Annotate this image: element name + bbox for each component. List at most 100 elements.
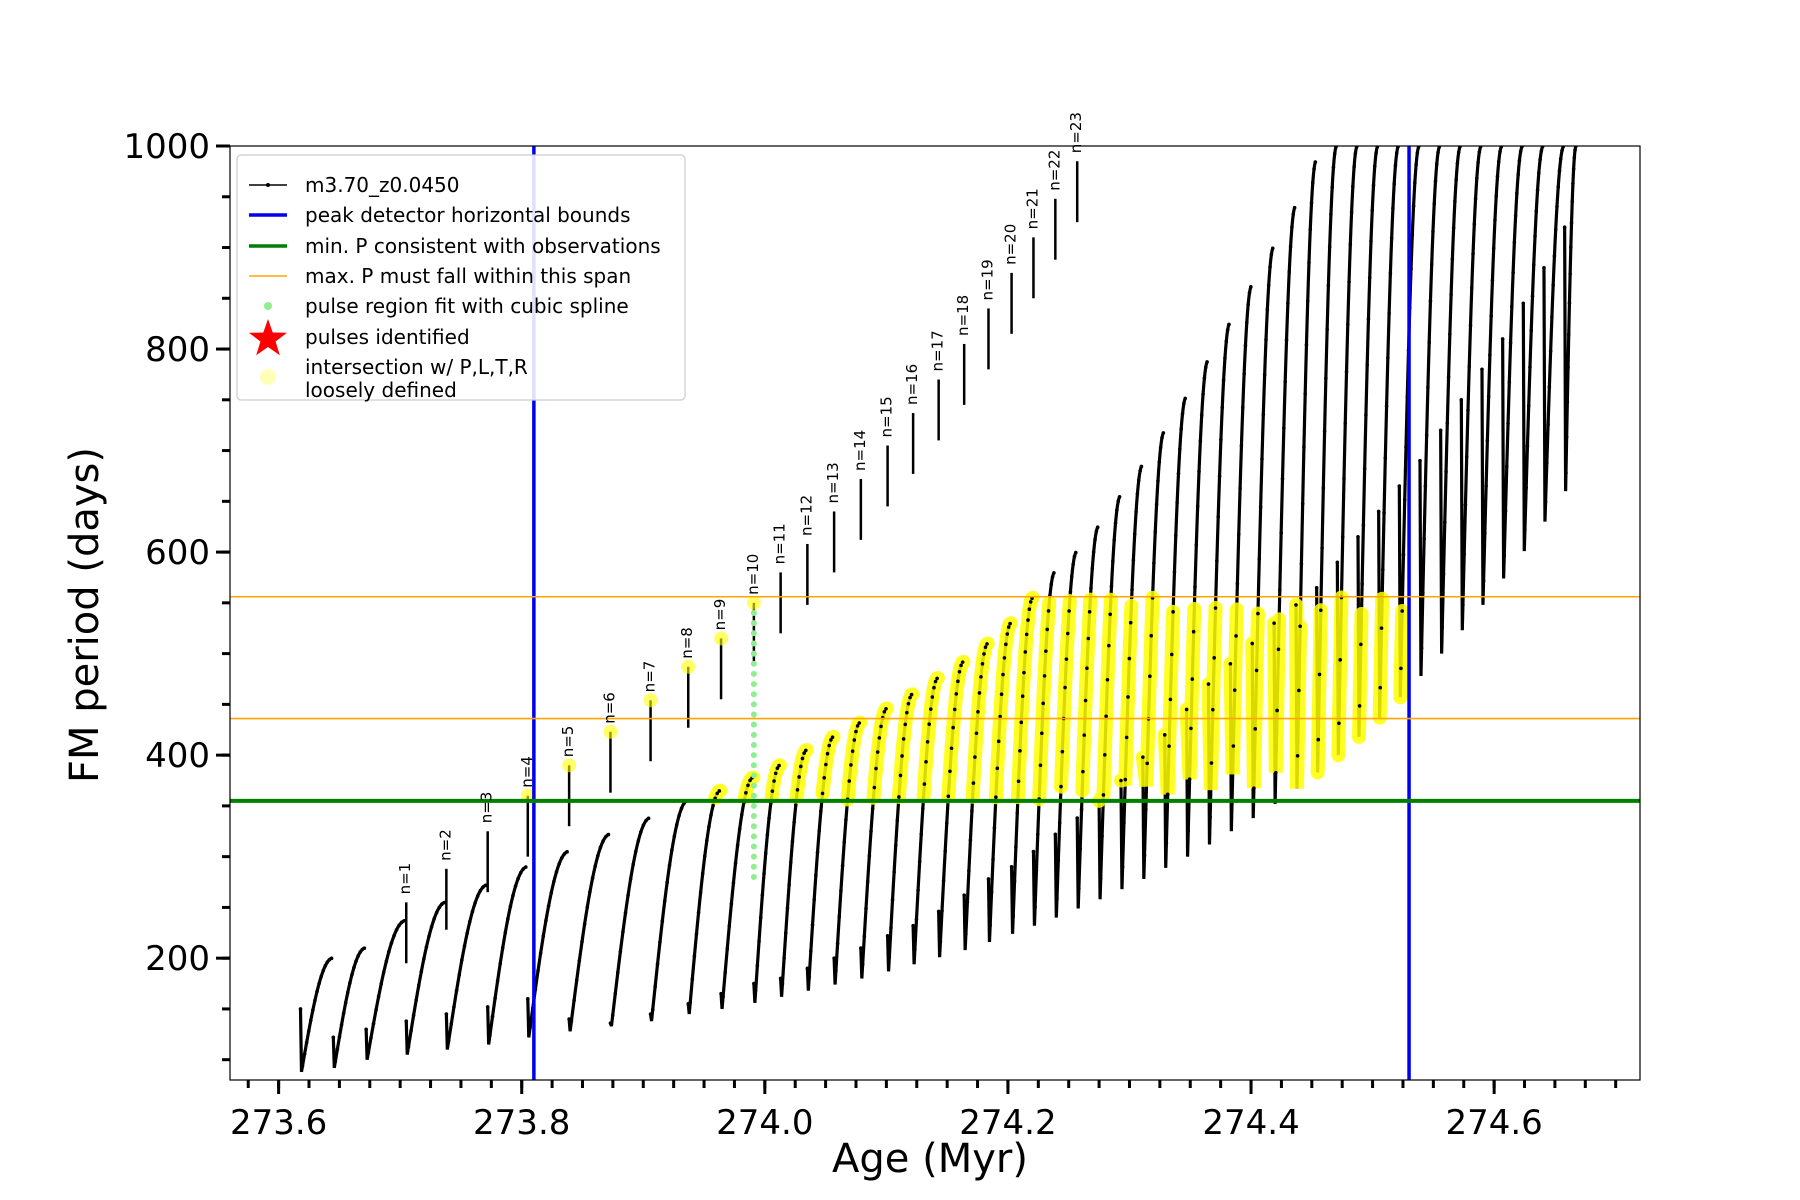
series-point [374,1008,378,1012]
series-point [1433,179,1438,183]
series-point [1245,320,1249,325]
series-point [688,1000,693,1005]
series-point [1537,171,1541,175]
series-point [1008,621,1012,626]
series-point [677,813,681,818]
series-point [1310,180,1315,185]
series-point [847,779,852,783]
x-tick-label: 274.6 [1445,1103,1542,1143]
series-point [1511,270,1515,275]
series-point [518,871,523,875]
intersection-highlight [1054,594,1077,794]
series-point [917,859,922,864]
series-point [1476,160,1480,165]
series-point [748,778,752,783]
series-point [895,818,900,823]
legend-label: max. P must fall within this span [305,264,631,288]
series-point [1569,245,1573,249]
series-point [991,857,995,862]
series-point [321,968,326,973]
series-point [1327,245,1332,249]
series-point [1331,165,1336,170]
series-point [1545,461,1549,465]
series-point [930,695,935,699]
series-point [603,834,608,839]
series-point [1572,155,1577,160]
series-point [1369,239,1373,244]
series-point [1410,233,1415,237]
series-point [1075,816,1080,820]
series-point [1364,413,1368,417]
series-point [1401,552,1406,557]
pulse-label: n=22 [1045,150,1063,191]
series-point [315,989,319,994]
series-point [1033,905,1037,909]
series-point [1130,587,1134,592]
series-point [1518,149,1523,154]
series-point [1524,485,1528,490]
spline-point [750,721,757,728]
series-point [1044,649,1048,653]
series-point [1494,194,1499,198]
series-point [1144,807,1148,811]
series-point [582,922,587,926]
series-point [1279,531,1283,535]
series-point [1211,707,1215,712]
series-point [1553,227,1558,232]
series-point [1091,550,1096,554]
series-point [1052,571,1056,575]
series-point [979,675,983,679]
pulse-label: n=10 [744,554,762,595]
series-point [483,883,488,888]
series-point [358,950,363,954]
x-axis-title: Age (Myr) [832,1136,1028,1182]
series-point [1485,438,1490,443]
series-point [1131,558,1136,562]
series-point [744,791,748,795]
pulse-label: n=3 [478,792,496,824]
series-point [943,849,947,854]
series-point [922,782,927,786]
series-point [1057,821,1062,825]
series-point [1040,731,1044,736]
series-point [1484,484,1488,488]
series-point [672,834,677,839]
series-pulse-curve [1480,146,1504,605]
series-point [644,818,648,823]
series-point [1507,380,1512,384]
series-point [692,954,697,959]
series-point [1223,356,1227,361]
series-point [1513,213,1518,218]
series-point [1423,484,1428,488]
series-point [798,764,803,769]
series-point [457,973,462,977]
series-point [829,738,833,742]
series-point [928,707,933,711]
series-point [1183,396,1188,401]
series-point [698,890,703,895]
series-point [1067,609,1071,613]
series-point [844,817,848,822]
series-point [1090,566,1095,571]
series-point [1337,721,1341,726]
series-point [870,806,875,811]
series-point [869,829,873,834]
series-point [1570,199,1575,204]
series-point [1300,501,1305,506]
pulse-label: n=21 [1023,188,1041,229]
series-point [932,685,936,690]
series-point [792,820,796,825]
series-point [1477,150,1482,154]
intersection-highlight [1267,612,1287,773]
axis-ticks: 273.6 273.8 274.0 274.2 274.4 274.6 200 400 600 8… [123,127,1618,1143]
series-point [1386,356,1390,360]
series-point [908,695,912,700]
series-point [1028,600,1033,604]
series-point [1304,343,1309,347]
series-point [1234,634,1238,638]
series-point [1551,283,1555,288]
series-point [1085,666,1089,671]
series-point [1429,262,1434,266]
series-point [552,879,556,884]
series-point [1464,454,1469,459]
